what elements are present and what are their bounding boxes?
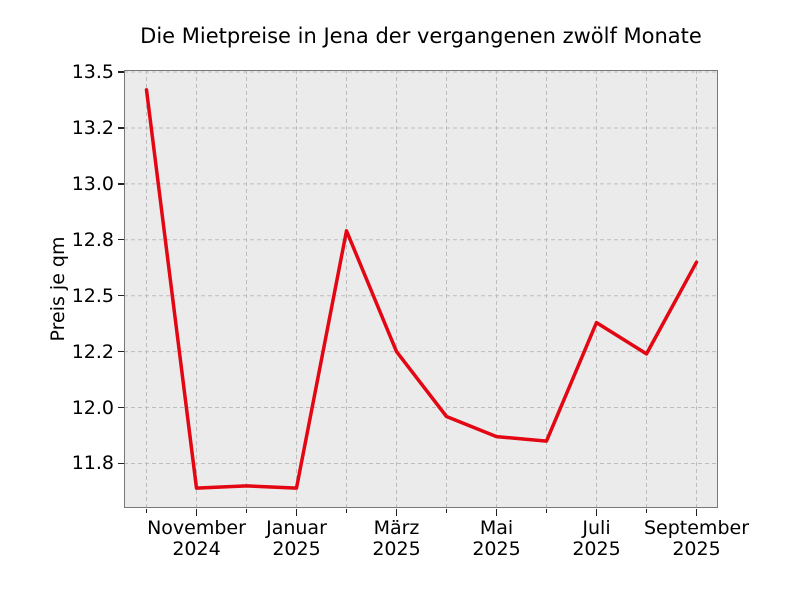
x-tick-label-line: September: [643, 517, 750, 539]
x-tick-label: September 2025: [617, 518, 777, 560]
price-line-series: [144, 88, 699, 490]
y-tick-mark: [118, 71, 124, 73]
x-tick-label-line: 2025: [472, 538, 521, 560]
x-tick-label: März 2025: [317, 518, 477, 560]
x-tick-label-line: 2025: [572, 538, 621, 560]
x-tick-label: November 2024: [117, 518, 277, 560]
x-tick-mark-minor: [245, 509, 248, 513]
y-tick-mark: [118, 183, 124, 185]
x-tick-label-line: 2024: [172, 538, 221, 560]
y-tick-label: 13.0: [71, 172, 114, 195]
x-tick-mark-major: [595, 509, 598, 516]
x-tick-mark-major: [295, 509, 298, 516]
x-tick-mark-major: [695, 509, 698, 516]
x-tick-label: Mai 2025: [417, 518, 577, 560]
x-tick-mark-minor: [645, 509, 648, 513]
x-tick-mark-minor: [145, 509, 148, 513]
x-tick-label-line: Januar: [266, 517, 327, 539]
x-tick-mark-major: [395, 509, 398, 516]
y-tick-label: 12.5: [71, 284, 114, 307]
x-tick-mark-minor: [445, 509, 448, 513]
y-tick-mark: [118, 462, 124, 465]
plot-border: [124, 70, 718, 508]
chart-title: Die Mietpreise in Jena der vergangenen z…: [140, 24, 702, 48]
x-tick-mark-minor: [345, 509, 348, 513]
y-tick-label: 12.0: [71, 396, 114, 419]
x-tick-label-line: 2025: [672, 538, 721, 560]
x-tick-label-line: 2025: [272, 538, 321, 560]
y-tick-mark: [118, 239, 124, 241]
x-tick-label-line: März: [373, 517, 420, 539]
y-tick-mark: [118, 127, 124, 129]
line-chart-svg: [124, 70, 718, 508]
y-tick-mark: [118, 295, 124, 297]
x-tick-mark-major: [195, 509, 198, 516]
y-tick-label: 12.8: [71, 228, 114, 251]
x-tick-label-line: Juli: [582, 517, 611, 539]
x-tick-mark-minor: [545, 509, 548, 513]
x-tick-label: Januar 2025: [217, 518, 377, 560]
x-tick-label-line: 2025: [372, 538, 421, 560]
y-tick-mark: [118, 406, 124, 409]
y-tick-mark: [118, 350, 124, 353]
x-tick-mark-major: [495, 509, 498, 516]
y-tick-label: 11.8: [71, 452, 114, 475]
x-tick-label-line: November: [147, 517, 246, 539]
y-tick-label: 12.2: [71, 340, 114, 363]
y-tick-label: 13.5: [71, 61, 114, 83]
x-tick-label: Juli 2025: [517, 518, 677, 560]
plot-area: [124, 70, 718, 508]
x-tick-label-line: Mai: [479, 517, 514, 539]
y-tick-label: 13.2: [71, 116, 114, 139]
